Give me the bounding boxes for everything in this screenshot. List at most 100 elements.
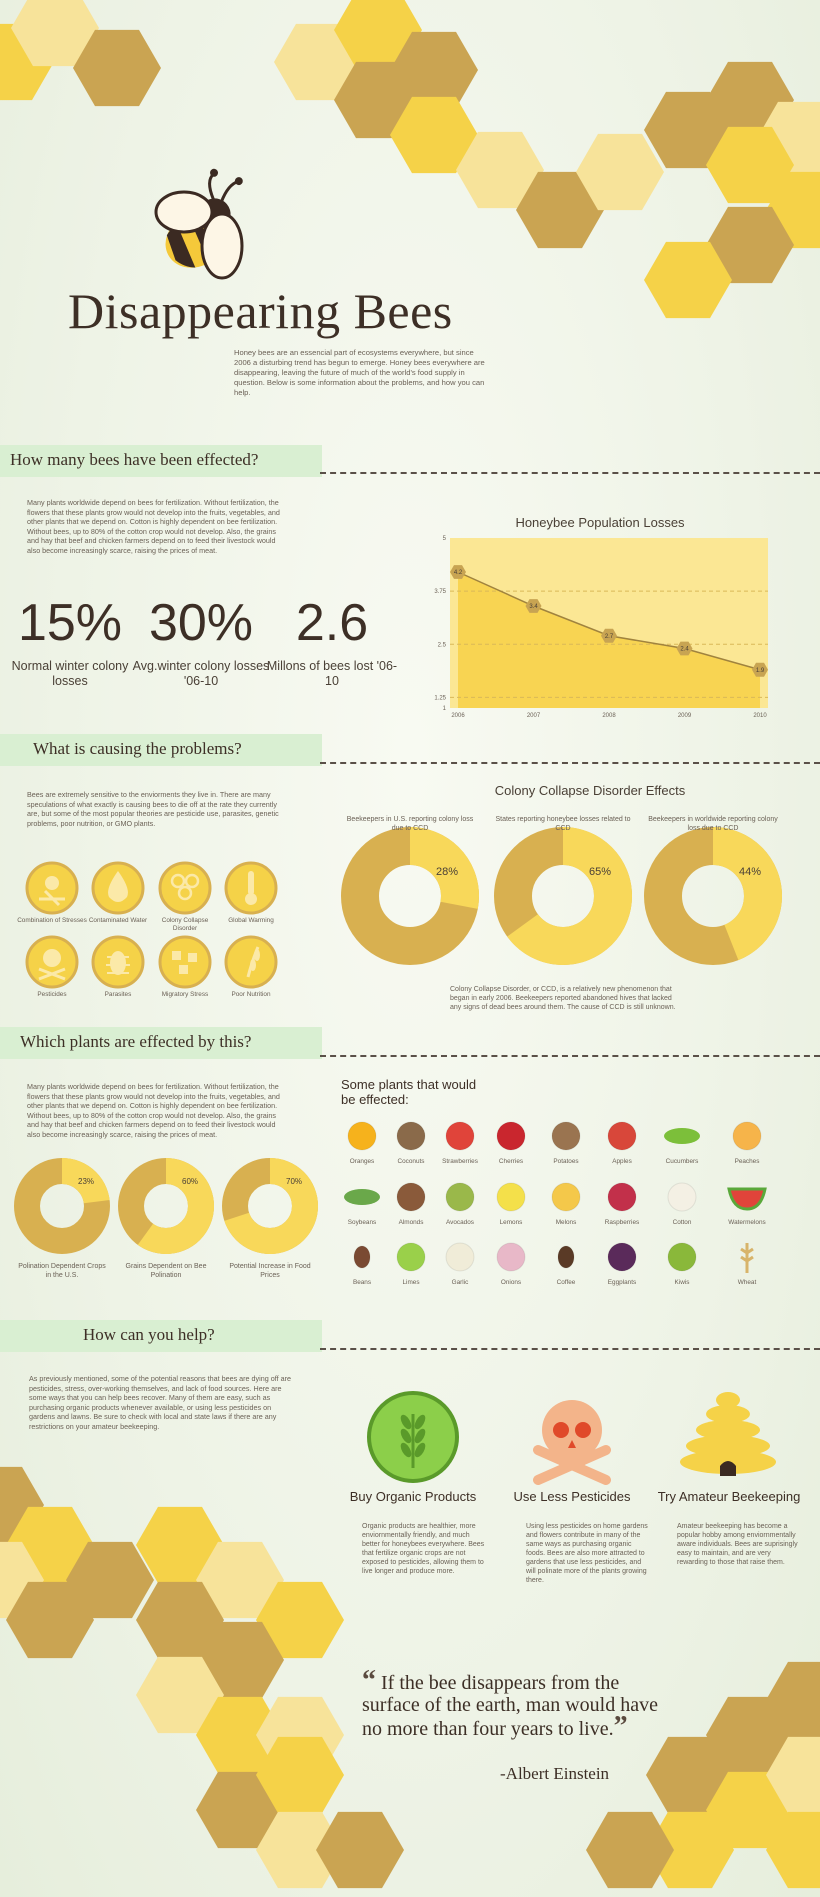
- cause-label: Colony Collapse Disorder: [161, 917, 209, 932]
- background-hexagon: [66, 1541, 154, 1619]
- crop-donut-percent: 23%: [78, 1177, 95, 1186]
- y-tick-label: 1: [443, 706, 447, 712]
- ccd-donut-caption: Beekeepers in U.S. reporting colony loss…: [346, 816, 474, 832]
- help-body-organic: Organic products are healthier, more env…: [362, 1523, 485, 1575]
- background-hexagon: [274, 23, 362, 101]
- quote-author: -Albert Einstein: [500, 1764, 610, 1783]
- ccd-note: Colony Collapse Disorder, or CCD, is a r…: [450, 986, 676, 1011]
- plant-icon-peaches: [732, 1121, 762, 1151]
- donut-slice: [224, 1158, 318, 1254]
- quote-text: If the bee disappears from the surface o…: [362, 1672, 658, 1740]
- plant-icon-oranges: [347, 1121, 377, 1151]
- donut-slice: [507, 827, 632, 965]
- plant-label: Wheat: [737, 1279, 757, 1286]
- cause-label: Migratory Stress: [161, 991, 209, 998]
- data-point: [601, 628, 617, 643]
- einstein-quote: “ If the bee disappears from the surface…: [362, 1667, 662, 1741]
- honeycomb-icon: [158, 861, 212, 915]
- y-tick-label: 5: [443, 536, 447, 542]
- x-tick-label: 2009: [678, 713, 692, 719]
- donut-slice: [137, 1158, 214, 1254]
- background-hexagon: [646, 1736, 734, 1814]
- wheat-icon: [224, 935, 278, 989]
- bee-logo-icon: [154, 168, 244, 280]
- crop-donut-caption: Grains Dependent on Bee Polination: [125, 1263, 207, 1279]
- section-bar-plants: [0, 1027, 322, 1059]
- section-body-help: As previously mentioned, some of the pot…: [29, 1374, 291, 1431]
- plant-label: Kiwis: [674, 1279, 690, 1286]
- ccd-donut-caption: States reporting honeybee losses related…: [495, 816, 631, 832]
- section-body-causes: Bees are extremely sensitive to the envi…: [27, 790, 279, 828]
- data-point: [676, 641, 693, 656]
- stat-label-avg-losses: Avg.winter colony losses '06-10: [132, 659, 270, 688]
- x-tick-label: 2008: [602, 713, 616, 719]
- help-title-beekeeping: Try Amateur Beekeeping: [657, 1489, 801, 1504]
- plant-icon-cucumbers: [664, 1128, 700, 1144]
- cause-label: Contaminated Water: [88, 917, 148, 924]
- background-hexagon: [766, 1811, 820, 1889]
- plant-icon-garlic: [445, 1242, 475, 1272]
- plant-icon-potatoes: [551, 1121, 581, 1151]
- plant-label: Lemons: [499, 1219, 523, 1226]
- ccd-donut-percent: 28%: [436, 866, 459, 878]
- plant-icon-kiwis: [667, 1242, 697, 1272]
- background-hexagon: [456, 131, 544, 209]
- migration-icon: [158, 935, 212, 989]
- cause-label: Poor Nutrition: [231, 991, 271, 998]
- plant-icon-soybeans: [344, 1189, 380, 1205]
- background-hexagon: [196, 1771, 284, 1849]
- background-hexagon: [390, 96, 478, 174]
- crop-donut-percent: 70%: [286, 1177, 303, 1186]
- background-hexagon: [0, 1466, 44, 1544]
- crop-donut: [118, 1158, 214, 1254]
- plant-icon-beans: [353, 1245, 371, 1269]
- stat-label-normal-losses: Normal winter colony losses: [11, 659, 129, 688]
- section-divider: [320, 762, 820, 764]
- plant-label: Cotton: [672, 1219, 692, 1226]
- help-body-beekeeping: Amateur beekeeping has become a popular …: [677, 1523, 798, 1566]
- background-hexagon: [576, 133, 664, 211]
- ccd-title: Colony Collapse Disorder Effects: [494, 783, 686, 798]
- section-title-help: How can you help?: [83, 1325, 215, 1344]
- data-label: 2.7: [605, 634, 614, 640]
- ccd-donut-caption: Beekeepers in worldwide reporting colony…: [648, 816, 778, 832]
- section-bar-help: [0, 1320, 322, 1352]
- data-label: 4.2: [454, 570, 463, 576]
- ccd-donut-percent: 65%: [589, 866, 612, 878]
- plant-icon-strawberries: [445, 1121, 475, 1151]
- plant-label: Soybeans: [347, 1219, 377, 1226]
- section-title-plants: Which plants are effected by this?: [20, 1032, 252, 1051]
- plant-icon-cherries: [496, 1121, 526, 1151]
- plant-icon-eggplants: [607, 1242, 637, 1272]
- x-tick-label: 2006: [451, 713, 465, 719]
- plant-label: Almonds: [398, 1219, 424, 1226]
- plant-label: Onions: [500, 1279, 522, 1286]
- skull-crossbones-icon: [533, 1400, 611, 1485]
- plant-label: Beans: [352, 1279, 372, 1286]
- data-label: 3.4: [529, 604, 538, 610]
- section-divider: [320, 1348, 820, 1350]
- background-hexagon: [6, 1581, 94, 1659]
- plant-icon-melons: [551, 1182, 581, 1212]
- stat-label-bees-lost: Millons of bees lost '06-10: [266, 659, 398, 688]
- y-tick-label: 3.75: [434, 589, 446, 595]
- plant-icon-cotton: [667, 1182, 697, 1212]
- y-tick-label: 1.25: [434, 695, 446, 701]
- background-hexagon: [136, 1656, 224, 1734]
- plant-label: Raspberries: [604, 1219, 640, 1226]
- plants-title: Some plants that would be effected:: [341, 1077, 477, 1107]
- background-hexagon: [516, 171, 604, 249]
- background-hexagon: [196, 1541, 284, 1619]
- background-hexagon: [644, 91, 732, 169]
- background-hexagon: [316, 1811, 404, 1889]
- ccd-donut: [341, 827, 479, 965]
- background-hexagon: [646, 1811, 734, 1889]
- section-divider: [320, 472, 820, 474]
- plant-label: Peaches: [734, 1158, 760, 1165]
- section-bar-causes: [0, 734, 322, 766]
- background-hexagon: [644, 241, 732, 319]
- background-hexagon: [256, 1581, 344, 1659]
- crop-donut: [14, 1158, 110, 1254]
- ccd-donut-percent: 44%: [739, 866, 762, 878]
